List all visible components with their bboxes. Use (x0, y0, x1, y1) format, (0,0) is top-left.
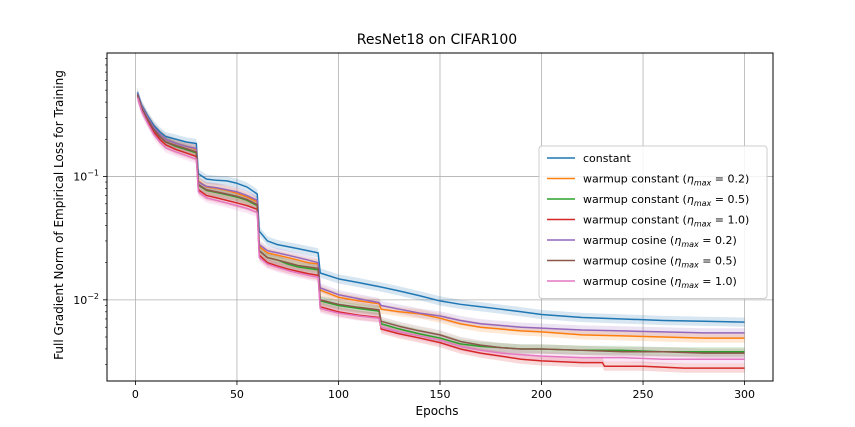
x-axis-label: Epochs (416, 404, 459, 418)
legend: constant warmup constant (ηmax = 0.2) warm… (538, 145, 768, 299)
chart-title: ResNet18 on CIFAR100 (357, 32, 517, 48)
x-tick-label: 200 (531, 388, 552, 401)
legend-label: warmup constant (ηmax = 1.0) (583, 214, 749, 229)
series-line (136, 96, 745, 369)
legend-label: warmup cosine (ηmax = 0.2) (583, 234, 737, 249)
x-tick-label: 300 (734, 388, 755, 401)
axis-ticks: 0 50 100 150 200 250 300 10−2 10−1 (73, 58, 755, 401)
series-layer (136, 87, 745, 373)
series-line (136, 94, 745, 354)
legend-label: constant (583, 152, 632, 165)
legend-label: warmup cosine (ηmax = 0.5) (583, 255, 737, 270)
legend-label: warmup cosine (ηmax = 1.0) (583, 275, 737, 290)
x-tick-label: 0 (132, 388, 139, 401)
x-tick-label: 250 (633, 388, 654, 401)
legend-box (538, 145, 768, 299)
y-axis-label: Full Gradient Norm of Empirical Loss for… (52, 70, 66, 360)
y-tick-label: 10−2 (73, 292, 99, 307)
x-tick-label: 150 (430, 388, 451, 401)
x-tick-label: 100 (328, 388, 349, 401)
x-tick-label: 50 (230, 388, 244, 401)
series-line (136, 93, 745, 334)
series-line (136, 96, 745, 361)
series-line (136, 92, 745, 323)
y-tick-label: 10−1 (73, 168, 99, 183)
legend-label: warmup constant (ηmax = 0.2) (583, 173, 749, 188)
legend-label: warmup constant (ηmax = 0.5) (583, 193, 749, 208)
